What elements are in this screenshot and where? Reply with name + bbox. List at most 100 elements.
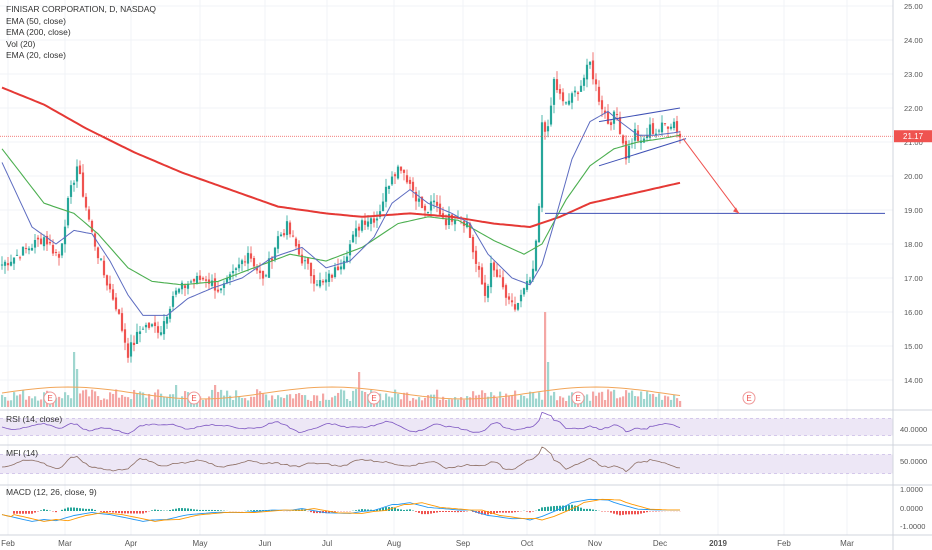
candle-body xyxy=(474,250,478,264)
candle-body xyxy=(75,166,79,182)
volume-bar xyxy=(499,391,502,407)
candle-body xyxy=(432,200,436,203)
price-tick-label: 16.00 xyxy=(904,308,923,317)
candle-body xyxy=(342,260,346,269)
volume-bar xyxy=(676,398,679,407)
candle-body xyxy=(300,254,304,264)
volume-bar xyxy=(397,393,400,407)
candle-body xyxy=(582,77,586,86)
channel-upper xyxy=(598,107,681,123)
candle-body xyxy=(390,176,394,185)
macd-histogram-bar xyxy=(442,511,444,512)
macd-histogram-bar xyxy=(367,509,369,511)
candle-body xyxy=(0,264,4,266)
candle-body xyxy=(492,262,496,271)
candle-body xyxy=(519,294,523,302)
volume-bar xyxy=(589,400,592,407)
volume-bar xyxy=(103,398,106,407)
volume-bar xyxy=(61,398,64,407)
macd-histogram-bar xyxy=(40,510,42,511)
candle-body xyxy=(381,201,385,212)
time-tick-label: Mar xyxy=(840,539,854,548)
macd-histogram-bar xyxy=(571,504,573,511)
volume-bar xyxy=(610,391,613,407)
volume-bar xyxy=(295,393,298,407)
mfi-label[interactable]: MFI (14) xyxy=(6,448,39,458)
macd-histogram-bar xyxy=(493,511,495,514)
candle-body xyxy=(330,274,334,278)
macd-histogram-bar xyxy=(610,511,612,513)
rsi-label[interactable]: RSI (14, close) xyxy=(6,414,63,424)
candle-body xyxy=(165,316,169,324)
macd-histogram-bar xyxy=(547,506,549,511)
volume-bar xyxy=(154,392,157,407)
candle-body xyxy=(609,122,613,126)
candle-body xyxy=(558,89,562,94)
volume-bar xyxy=(121,395,124,407)
candle-body xyxy=(588,61,592,65)
macd-histogram-bar xyxy=(127,511,129,514)
volume-bar xyxy=(85,389,88,407)
candle-body xyxy=(303,260,307,262)
volume-bar xyxy=(673,394,676,407)
macd-histogram-bar xyxy=(217,510,219,511)
candle-body xyxy=(384,186,388,202)
volume-bar xyxy=(520,395,523,407)
volume-bar xyxy=(235,390,238,407)
candle-body xyxy=(357,226,361,231)
volume-bar xyxy=(622,396,625,407)
candle-body xyxy=(21,246,25,256)
macd-histogram-bar xyxy=(502,511,504,513)
macd-histogram-bar xyxy=(445,511,447,512)
candle-body xyxy=(117,309,121,314)
candle-body xyxy=(339,266,343,270)
legend-ema200[interactable]: EMA (200, close) xyxy=(6,27,71,37)
volume-bar xyxy=(457,399,460,407)
volume-bar xyxy=(337,392,340,407)
candle-body xyxy=(225,277,229,283)
macd-histogram-bar xyxy=(562,505,564,511)
legend-ema20[interactable]: EMA (20, close) xyxy=(6,50,66,60)
macd-histogram-bar xyxy=(508,511,510,513)
candle-body xyxy=(57,254,61,258)
candle-body xyxy=(132,342,136,346)
macd-label[interactable]: MACD (12, 26, close, 9) xyxy=(6,487,97,497)
macd-histogram-bar xyxy=(592,509,594,511)
volume-bar xyxy=(4,397,7,407)
candle-body xyxy=(270,258,274,261)
volume-bar xyxy=(244,398,247,407)
macd-histogram-bar xyxy=(355,510,357,511)
macd-histogram-bar xyxy=(397,508,399,511)
candle-body xyxy=(285,221,289,236)
volume-bar xyxy=(37,400,40,407)
legend-vol[interactable]: Vol (20) xyxy=(6,38,36,49)
earnings-label: E xyxy=(47,394,52,403)
macd-histogram-bar xyxy=(334,511,336,512)
candle-body xyxy=(183,285,187,289)
volume-bar xyxy=(208,396,211,407)
candle-body xyxy=(354,228,358,237)
candle-body xyxy=(51,244,55,254)
volume-bar xyxy=(409,400,412,407)
volume-bar xyxy=(292,398,295,407)
candle-body xyxy=(204,279,208,281)
macd-histogram-bar xyxy=(457,511,459,513)
candle-body xyxy=(627,145,631,159)
candle-body xyxy=(240,260,244,265)
macd-histogram-bar xyxy=(256,510,258,511)
candle-body xyxy=(36,237,40,240)
volume-bar xyxy=(526,398,529,407)
volume-bar xyxy=(112,393,115,407)
macd-histogram-bar xyxy=(514,511,516,513)
candle-body xyxy=(177,288,181,293)
volume-bar xyxy=(70,398,73,407)
volume-bar xyxy=(601,391,604,407)
volume-bar xyxy=(619,397,622,407)
rsi-axis-label: 40.0000 xyxy=(900,425,927,434)
volume-bar xyxy=(148,393,151,407)
volume-bar xyxy=(58,396,61,407)
candle-body xyxy=(645,135,649,138)
macd-histogram-bar xyxy=(580,507,582,511)
legend-ema50[interactable]: EMA (50, close) xyxy=(6,15,66,26)
